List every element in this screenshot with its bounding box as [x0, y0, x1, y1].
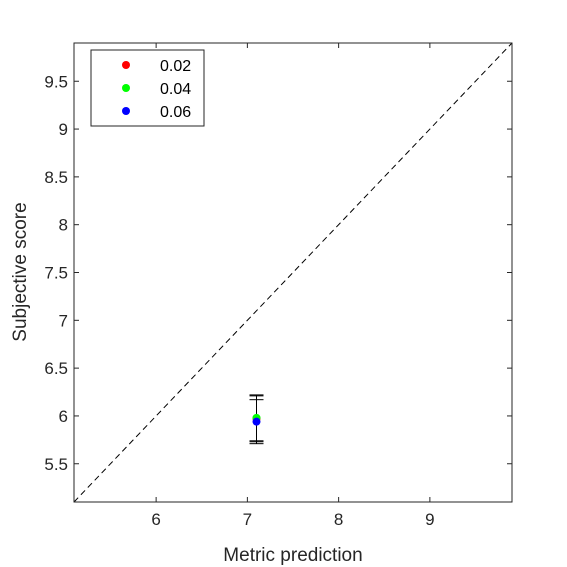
y-tick-label: 7	[59, 311, 68, 330]
y-tick-label: 8	[59, 216, 68, 235]
x-tick-label: 8	[334, 510, 343, 529]
y-tick-label: 6.5	[44, 359, 68, 378]
y-axis-label: Subjective score	[10, 202, 31, 341]
legend-label: 0.04	[160, 81, 191, 98]
legend-marker	[122, 107, 130, 115]
y-tick-label: 6	[59, 407, 68, 426]
x-tick-label: 7	[243, 510, 252, 529]
legend-marker	[122, 84, 130, 92]
y-tick-label: 9.5	[44, 72, 68, 91]
legend-label: 0.06	[160, 104, 191, 121]
reference-line	[73, 42, 513, 503]
y-tick-label: 9	[59, 120, 68, 139]
legend-marker	[122, 61, 130, 69]
x-axis-label: Metric prediction	[223, 545, 362, 566]
legend: 0.02 0.04 0.06	[90, 49, 205, 127]
x-tick-label: 6	[151, 510, 160, 529]
data-point-0.06	[252, 417, 261, 426]
legend-box	[90, 49, 205, 127]
legend-label: 0.02	[160, 58, 191, 75]
y-tick-label: 8.5	[44, 168, 68, 187]
y-tick-label: 5.5	[44, 455, 68, 474]
y-tick-label: 7.5	[44, 264, 68, 283]
x-tick-label: 9	[425, 510, 434, 529]
